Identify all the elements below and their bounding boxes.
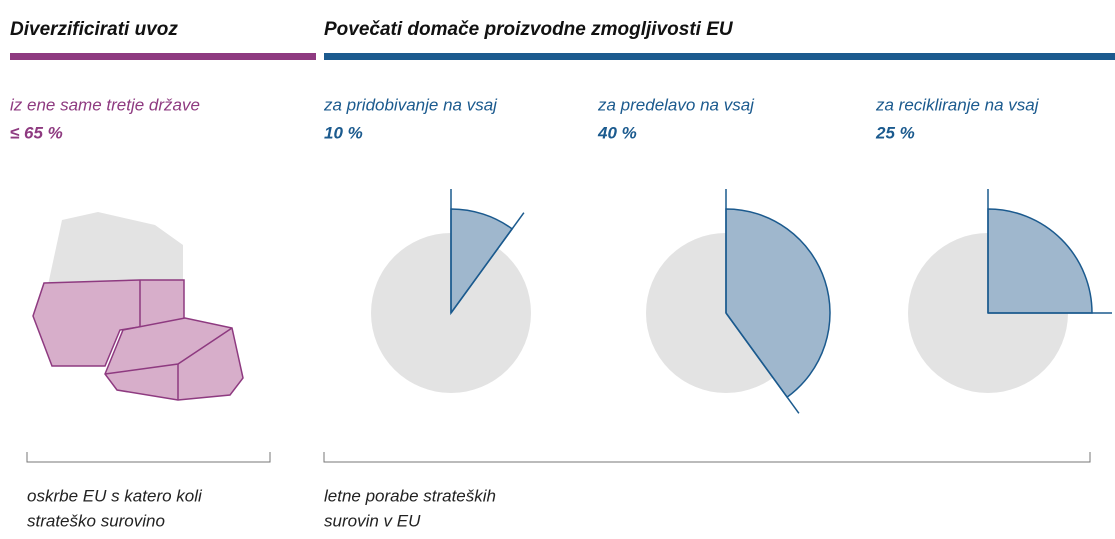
target-value: 25 % xyxy=(875,123,915,142)
pie-edge xyxy=(450,212,525,314)
footnote: oskrbe EU s katero koli xyxy=(27,486,203,505)
target-label: za predelavo na vsaj xyxy=(597,95,755,114)
pie-wedge xyxy=(725,208,831,399)
target-value: 40 % xyxy=(597,123,637,142)
target-label: iz ene same tretje države xyxy=(10,95,200,114)
footnote: letne porabe strateških xyxy=(324,486,496,505)
brackets xyxy=(26,452,1091,463)
target-value: 10 % xyxy=(324,123,363,142)
pie-edge xyxy=(725,312,800,414)
section-bar xyxy=(324,53,1115,60)
section-bar xyxy=(10,53,316,60)
section-title: Povečati domače proizvodne zmogljivosti … xyxy=(324,19,734,40)
footnote: strateško surovino xyxy=(27,511,165,530)
section-title: Diverzificirati uvoz xyxy=(10,19,178,40)
footnote: surovin v EU xyxy=(324,511,421,530)
target-label: za recikliranje na vsaj xyxy=(875,95,1040,114)
rocks xyxy=(32,212,244,401)
target-label: za pridobivanje na vsaj xyxy=(323,95,498,114)
pie-wedge xyxy=(987,208,1093,314)
target-value: ≤ 65 % xyxy=(10,123,63,142)
